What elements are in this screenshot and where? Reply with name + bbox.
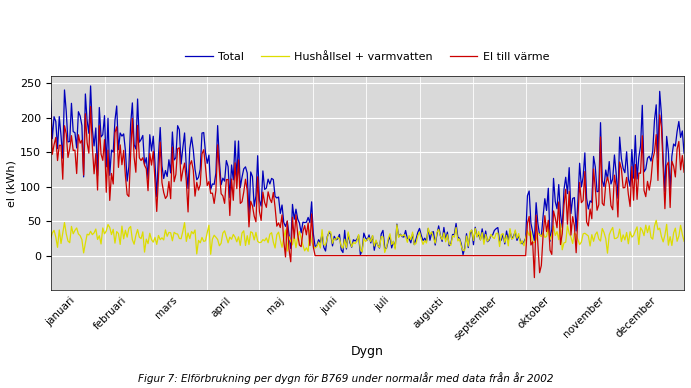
Hushållsel + varmvatten	[304, 249, 312, 254]
Total	[301, 220, 309, 225]
Legend: Total, Hushållsel + varmvatten, El till värme: Total, Hushållsel + varmvatten, El till …	[180, 48, 554, 67]
Hushållsel + varmvatten	[223, 235, 231, 239]
El till värme	[530, 275, 538, 280]
Total	[459, 252, 467, 257]
Line: Total: Total	[50, 86, 684, 255]
Total	[86, 83, 95, 88]
Text: Figur 7: Elförbrukning per dygn för B769 under normalår med data från år 2002: Figur 7: Elförbrukning per dygn för B769…	[138, 372, 553, 384]
Hushållsel + varmvatten	[654, 227, 662, 232]
Line: Hushållsel + varmvatten: Hushållsel + varmvatten	[50, 220, 684, 254]
Line: El till värme: El till värme	[50, 107, 684, 278]
El till värme	[593, 208, 601, 213]
El till värme	[680, 170, 688, 175]
Y-axis label: el (kWh): el (kWh)	[7, 160, 17, 207]
Total	[223, 158, 231, 163]
Hushållsel + varmvatten	[680, 239, 688, 244]
El till värme	[46, 110, 55, 115]
Total	[593, 189, 601, 194]
El till värme	[86, 104, 95, 109]
Hushållsel + varmvatten	[301, 249, 309, 253]
El till värme	[182, 179, 191, 184]
Total	[182, 165, 191, 170]
El till värme	[654, 178, 662, 183]
X-axis label: Dygn: Dygn	[351, 345, 384, 358]
Total	[304, 215, 312, 220]
Total	[680, 151, 688, 156]
El till värme	[223, 177, 231, 182]
El till värme	[301, 223, 309, 228]
Hushållsel + varmvatten	[46, 236, 55, 241]
Total	[654, 156, 662, 160]
Total	[46, 98, 55, 102]
Hushållsel + varmvatten	[591, 232, 600, 237]
Hushållsel + varmvatten	[180, 220, 189, 225]
El till värme	[304, 220, 312, 225]
Hushållsel + varmvatten	[207, 252, 215, 256]
Hushållsel + varmvatten	[652, 218, 661, 223]
